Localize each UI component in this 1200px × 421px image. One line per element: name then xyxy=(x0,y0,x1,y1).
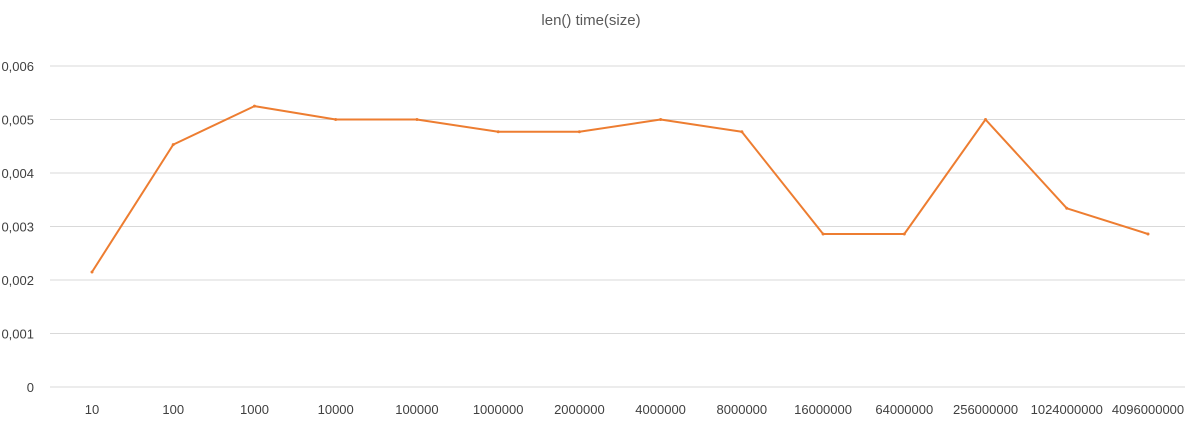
x-tick-label: 10000 xyxy=(318,402,354,417)
data-point xyxy=(821,232,825,236)
y-tick-label: 0,004 xyxy=(1,166,34,181)
data-point xyxy=(902,232,906,236)
chart-title: len() time(size) xyxy=(541,12,640,29)
x-tick-label: 1000 xyxy=(240,402,269,417)
x-tick-label: 1024000000 xyxy=(1031,402,1103,417)
x-tick-label: 8000000 xyxy=(717,402,768,417)
gridlines xyxy=(50,65,1185,388)
series-line xyxy=(91,105,1149,273)
x-tick-label: 100 xyxy=(162,402,184,417)
y-tick-label: 0,001 xyxy=(1,327,34,342)
x-tick-label: 4000000 xyxy=(635,402,686,417)
data-point xyxy=(984,118,988,121)
data-point xyxy=(1146,232,1150,236)
data-point xyxy=(496,130,500,134)
x-tick-label: 10 xyxy=(85,402,99,417)
data-point xyxy=(659,118,663,121)
x-tick-label: 4096000000 xyxy=(1112,402,1184,417)
x-tick-label: 100000 xyxy=(395,402,438,417)
x-tick-label: 1000000 xyxy=(473,402,524,417)
data-point xyxy=(577,130,581,134)
y-tick-label: 0,002 xyxy=(1,273,34,288)
data-point xyxy=(740,130,744,134)
y-tick-label: 0,003 xyxy=(1,220,34,235)
data-point xyxy=(334,118,338,121)
y-axis-ticks: 0 0,001 0,002 0,003 0,004 0,005 0,006 xyxy=(1,59,34,395)
x-tick-label: 256000000 xyxy=(953,402,1018,417)
y-tick-label: 0,006 xyxy=(1,59,34,74)
data-point xyxy=(90,270,94,274)
data-point xyxy=(1065,206,1069,210)
x-tick-label: 2000000 xyxy=(554,402,605,417)
data-point xyxy=(252,104,256,108)
y-tick-label: 0 xyxy=(27,380,34,395)
data-point xyxy=(171,143,175,147)
data-point xyxy=(415,118,419,121)
x-axis-ticks: 10 100 1000 10000 100000 1000000 2000000 400000… xyxy=(85,402,1184,417)
x-tick-label: 16000000 xyxy=(794,402,852,417)
y-tick-label: 0,005 xyxy=(1,113,34,128)
x-tick-label: 64000000 xyxy=(875,402,933,417)
series-layer xyxy=(90,104,1150,274)
